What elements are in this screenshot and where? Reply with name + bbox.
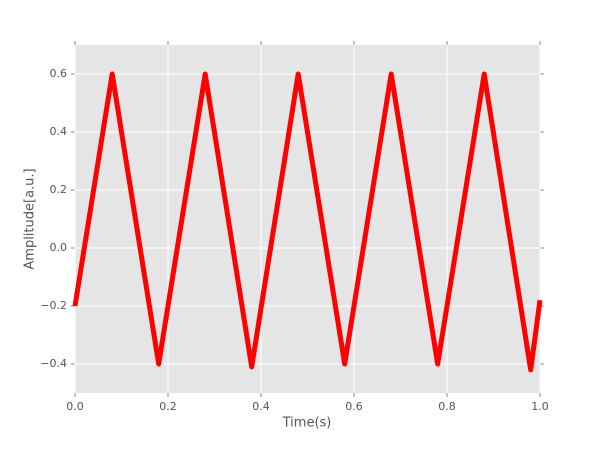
x-tick-label: 0.2 xyxy=(159,400,177,413)
y-tick-label: 0.2 xyxy=(50,183,68,196)
x-tick-label: 0.4 xyxy=(252,400,270,413)
x-axis-label: Time(s) xyxy=(282,416,332,431)
x-tick-label: 0.8 xyxy=(438,400,456,413)
plot-area xyxy=(75,45,540,393)
data-line xyxy=(72,71,543,373)
y-tick-label: 0.4 xyxy=(50,125,68,138)
y-tick-label: 0.0 xyxy=(50,241,68,254)
x-tick-label: 0.0 xyxy=(66,400,84,413)
y-tick-label: −0.4 xyxy=(40,357,67,370)
y-axis-label: Amplitude[a.u.] xyxy=(23,168,38,269)
y-tick-label: 0.6 xyxy=(50,67,68,80)
y-tick-label: −0.2 xyxy=(40,299,67,312)
x-tick-label: 1.0 xyxy=(531,400,549,413)
x-tick-label: 0.6 xyxy=(345,400,363,413)
